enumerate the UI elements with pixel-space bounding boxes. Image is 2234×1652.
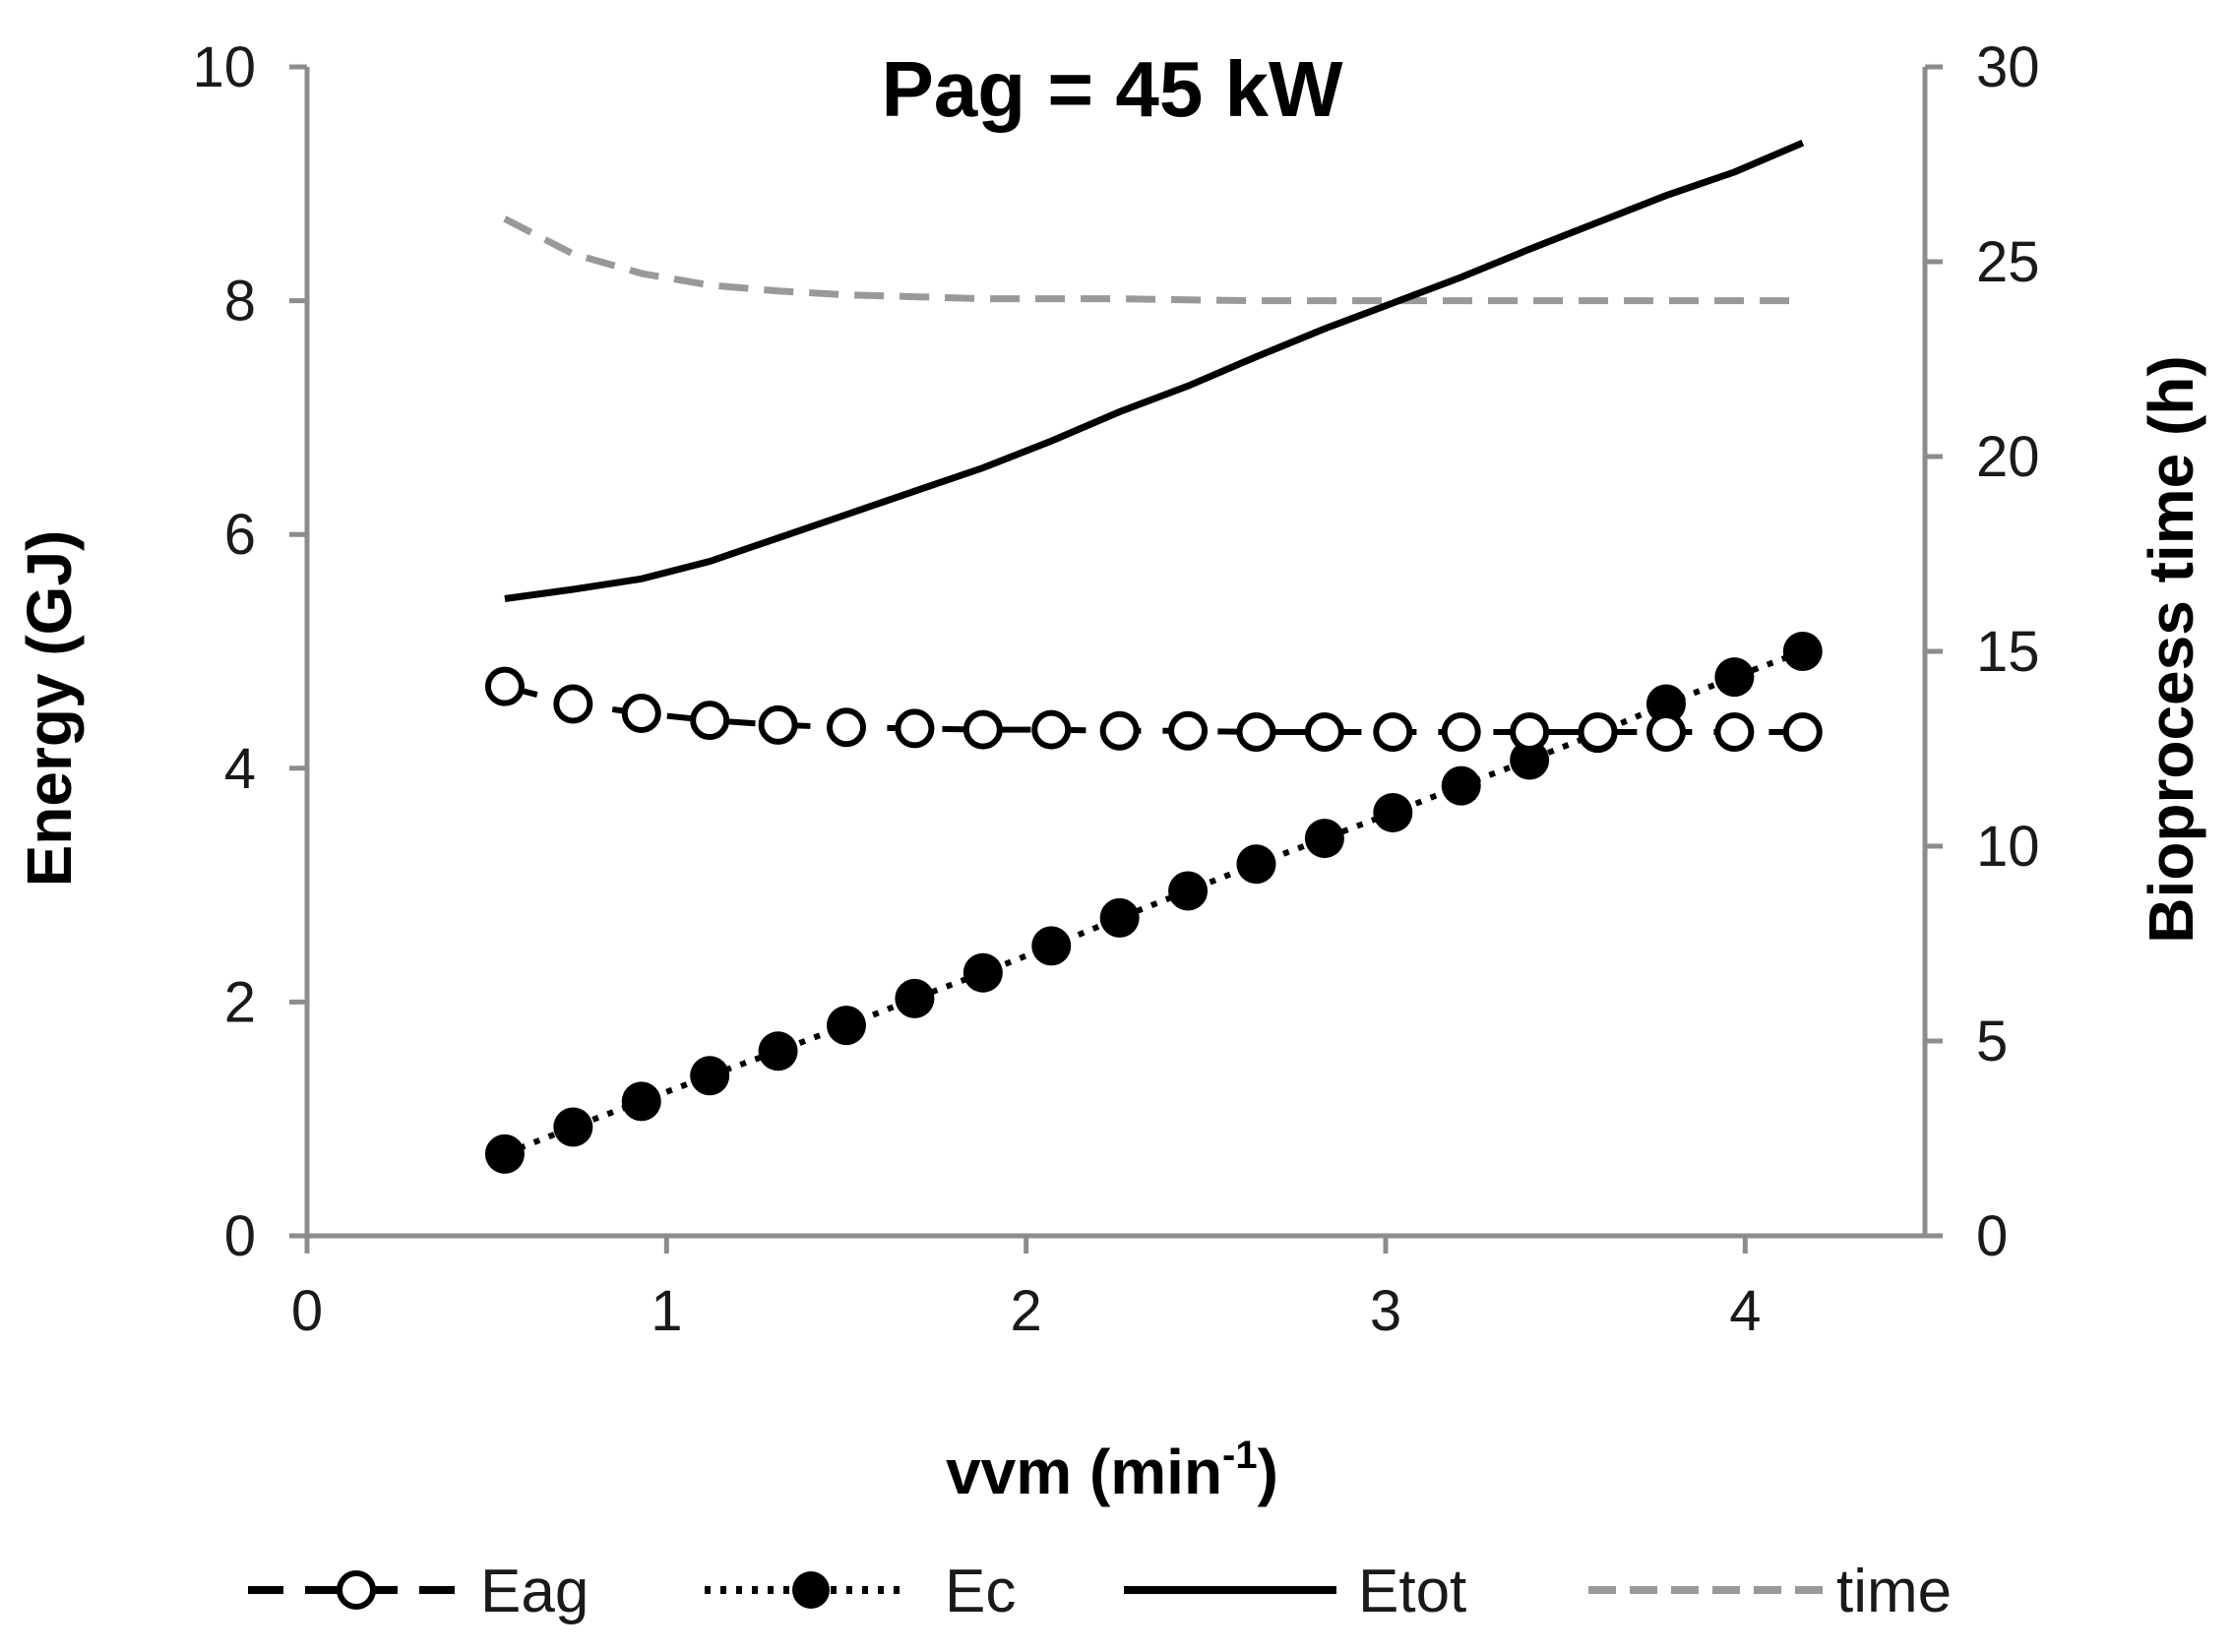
x-tick-label: 0 bbox=[291, 1279, 323, 1343]
data-point-eag bbox=[962, 709, 1003, 750]
data-point-ec bbox=[1236, 844, 1276, 885]
y2-tick-label: 25 bbox=[1976, 230, 2040, 294]
series-line-ec bbox=[503, 648, 1804, 1157]
series-eag bbox=[484, 666, 1823, 752]
y2-tick-label: 15 bbox=[1976, 620, 2040, 684]
data-point-eag bbox=[1510, 711, 1550, 752]
series-time bbox=[503, 215, 1803, 305]
data-point-eag bbox=[690, 701, 730, 741]
x-tick-label: 3 bbox=[1370, 1279, 1401, 1343]
data-point-eag bbox=[895, 708, 935, 749]
data-point-eag bbox=[1645, 711, 1686, 752]
data-point-ec bbox=[1782, 632, 1823, 671]
x-axis-title-main: vvm (min bbox=[946, 1437, 1222, 1507]
data-point-ec bbox=[484, 1133, 525, 1174]
data-point-eag bbox=[1168, 710, 1209, 751]
y2-tick-labels: 0 5 10 15 20 25 30 bbox=[1976, 35, 2040, 1268]
axes bbox=[289, 64, 1943, 1254]
data-point-eag bbox=[1099, 710, 1140, 751]
series-layer bbox=[484, 139, 1823, 1174]
data-point-ec bbox=[1510, 740, 1550, 780]
x-axis-title: vvm (min-1) bbox=[946, 1434, 1278, 1507]
chart-title: Pag = 45 kW bbox=[881, 45, 1343, 133]
y2-tick-label: 10 bbox=[1976, 815, 2040, 879]
data-point-ec bbox=[1099, 897, 1140, 938]
y-tick-label: 8 bbox=[224, 270, 256, 334]
data-point-ec bbox=[758, 1031, 798, 1071]
data-point-eag bbox=[827, 707, 866, 748]
y-tick-label: 10 bbox=[192, 35, 256, 99]
data-point-eag bbox=[1373, 711, 1413, 752]
data-point-ec bbox=[621, 1081, 661, 1122]
data-point-ec bbox=[895, 978, 935, 1018]
data-point-ec bbox=[1031, 926, 1072, 966]
y2-tick-label: 0 bbox=[1976, 1204, 2008, 1268]
y-tick-labels: 0 2 4 6 8 10 bbox=[192, 35, 256, 1268]
legend-swatch-ec-marker bbox=[792, 1571, 830, 1609]
data-point-ec bbox=[962, 952, 1003, 993]
data-point-ec bbox=[1304, 819, 1344, 859]
y2-tick-label: 5 bbox=[1976, 1010, 2008, 1073]
data-point-eag bbox=[553, 684, 593, 724]
y-axis-title: Energy (GJ) bbox=[14, 530, 85, 887]
x-tick-label: 1 bbox=[651, 1279, 682, 1343]
y2-tick-label: 30 bbox=[1976, 35, 2040, 99]
x-axis-title-end: ) bbox=[1258, 1437, 1278, 1507]
x-tick-label: 2 bbox=[1011, 1279, 1042, 1343]
y-tick-label: 2 bbox=[224, 970, 256, 1034]
legend-label-eag: Eag bbox=[480, 1558, 589, 1625]
data-point-ec bbox=[690, 1056, 730, 1096]
y-tick-label: 6 bbox=[224, 503, 256, 567]
data-point-ec bbox=[1168, 871, 1209, 911]
legend-swatch-eag-marker bbox=[337, 1570, 376, 1610]
legend-item-ec: Ec bbox=[705, 1558, 1016, 1625]
series-ec bbox=[484, 632, 1823, 1174]
series-line-time bbox=[503, 215, 1803, 305]
legend: Eag Ec Etot time bbox=[248, 1558, 1952, 1625]
y-tick-label: 4 bbox=[224, 737, 256, 801]
data-point-eag bbox=[621, 693, 661, 733]
x-axis-title-sup: -1 bbox=[1222, 1434, 1258, 1477]
x-tick-labels: 0 1 2 3 4 bbox=[291, 1279, 1762, 1343]
data-point-eag bbox=[1714, 711, 1755, 752]
data-point-ec bbox=[1645, 684, 1686, 724]
legend-label-ec: Ec bbox=[945, 1558, 1016, 1625]
legend-label-time: time bbox=[1836, 1558, 1952, 1625]
data-point-ec bbox=[827, 1006, 866, 1046]
data-point-eag bbox=[1578, 711, 1618, 752]
legend-item-eag: Eag bbox=[248, 1558, 589, 1625]
legend-item-etot: Etot bbox=[1124, 1558, 1466, 1625]
series-etot bbox=[504, 139, 1805, 602]
legend-label-etot: Etot bbox=[1358, 1558, 1466, 1625]
series-line-etot bbox=[504, 139, 1805, 602]
y2-tick-label: 20 bbox=[1976, 425, 2040, 489]
data-point-ec bbox=[1441, 765, 1481, 806]
data-point-eag bbox=[758, 704, 798, 745]
data-point-eag bbox=[1031, 709, 1072, 750]
data-point-eag bbox=[484, 666, 525, 706]
data-point-eag bbox=[1782, 711, 1823, 752]
data-point-eag bbox=[1304, 711, 1344, 752]
y-tick-label: 0 bbox=[224, 1204, 256, 1268]
data-point-ec bbox=[1373, 792, 1413, 832]
data-point-ec bbox=[553, 1107, 593, 1147]
data-point-eag bbox=[1236, 711, 1276, 752]
data-point-ec bbox=[1714, 657, 1755, 698]
y2-axis-title: Bioprocess time (h) bbox=[2136, 355, 2206, 943]
x-tick-label: 4 bbox=[1729, 1279, 1761, 1343]
data-point-eag bbox=[1441, 711, 1481, 752]
legend-item-time: time bbox=[1588, 1558, 1952, 1625]
